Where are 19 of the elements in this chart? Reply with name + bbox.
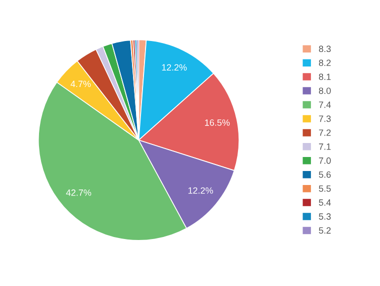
legend-label: 5.2 — [318, 227, 331, 234]
legend-label: 5.5 — [318, 185, 331, 192]
legend-label: 8.3 — [318, 46, 331, 52]
data-label: 16.5% — [205, 119, 230, 126]
legend-label: 8.1 — [318, 74, 331, 80]
data-label: 4.7% — [70, 80, 91, 88]
legend-label: 7.3 — [319, 116, 331, 122]
data-label: 42.7% — [66, 189, 92, 196]
legend-label: 7.2 — [319, 129, 331, 136]
data-label: 12.2% — [188, 187, 214, 194]
legend-label: 7.0 — [319, 157, 331, 164]
legend-label: 7.4 — [319, 102, 331, 108]
legend-label: 8.0 — [318, 88, 331, 94]
legend-label: 5.4 — [318, 199, 331, 206]
legend-label: 5.3 — [318, 213, 331, 220]
legend-label: 7.1 — [319, 144, 331, 150]
data-label: 12.2% — [162, 64, 187, 71]
legend-label: 8.2 — [318, 60, 331, 66]
legend-label: 5.6 — [318, 171, 331, 178]
